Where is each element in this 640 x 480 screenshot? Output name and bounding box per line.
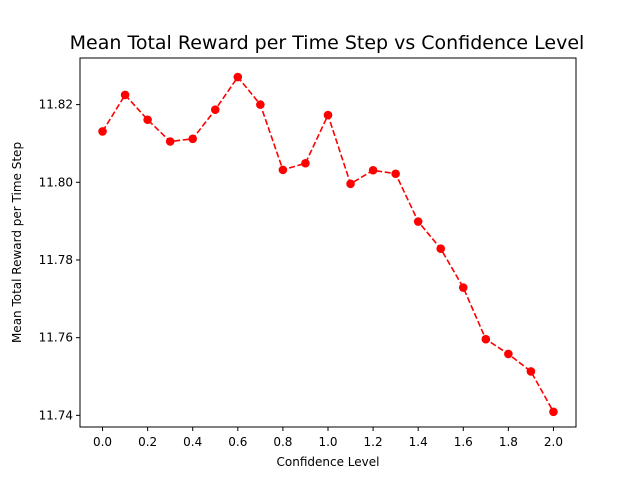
x-axis-label: Confidence Level bbox=[277, 455, 380, 469]
y-tick-label: 11.80 bbox=[39, 175, 73, 189]
y-tick-label: 11.74 bbox=[39, 408, 73, 422]
data-point bbox=[233, 72, 243, 82]
data-point bbox=[143, 115, 152, 125]
data-point bbox=[481, 334, 491, 344]
data-point bbox=[165, 137, 175, 146]
x-tick-label: 1.2 bbox=[364, 435, 383, 449]
data-point bbox=[188, 134, 198, 144]
x-tick-label: 1.8 bbox=[499, 435, 518, 449]
series-line bbox=[101, 75, 555, 413]
x-tick-label: 1.0 bbox=[318, 435, 337, 449]
data-point bbox=[526, 367, 536, 376]
data-point bbox=[436, 244, 446, 254]
x-tick-label: 0.8 bbox=[273, 435, 292, 449]
y-tick-label: 11.78 bbox=[39, 253, 73, 267]
data-point bbox=[549, 407, 558, 417]
x-axis-ticks: 0.0 0.2 0.4 0.6 0.8 1.0 1.2 1.4 1.6 1.8 2.0 bbox=[93, 427, 563, 449]
x-tick-label: 1.6 bbox=[454, 435, 473, 449]
x-tick-label: 1.4 bbox=[409, 435, 428, 449]
x-tick-label: 0.4 bbox=[183, 435, 202, 449]
data-point bbox=[301, 158, 310, 168]
chart-title: Mean Total Reward per Time Step vs Confi… bbox=[70, 32, 585, 54]
y-tick-label: 11.82 bbox=[39, 98, 73, 112]
data-point bbox=[458, 283, 468, 292]
data-point bbox=[120, 90, 130, 100]
x-tick-label: 0.2 bbox=[138, 435, 157, 449]
x-tick-label: 0.0 bbox=[93, 435, 112, 449]
data-point bbox=[413, 217, 423, 226]
data-point bbox=[323, 110, 333, 120]
data-point bbox=[98, 127, 107, 136]
data-point bbox=[391, 169, 400, 179]
plot-area bbox=[98, 72, 558, 417]
y-axis-label: Mean Total Reward per Time Step bbox=[10, 142, 24, 343]
data-point bbox=[368, 165, 378, 175]
x-tick-label: 0.6 bbox=[228, 435, 247, 449]
y-axis-ticks: 11.74 11.76 11.78 11.80 11.82 bbox=[39, 98, 80, 422]
data-point bbox=[278, 165, 288, 175]
data-point bbox=[210, 105, 220, 114]
data-point bbox=[346, 179, 355, 189]
data-point bbox=[504, 349, 513, 359]
x-tick-label: 2.0 bbox=[544, 435, 563, 449]
data-point bbox=[256, 100, 265, 109]
y-tick-label: 11.76 bbox=[39, 331, 73, 345]
